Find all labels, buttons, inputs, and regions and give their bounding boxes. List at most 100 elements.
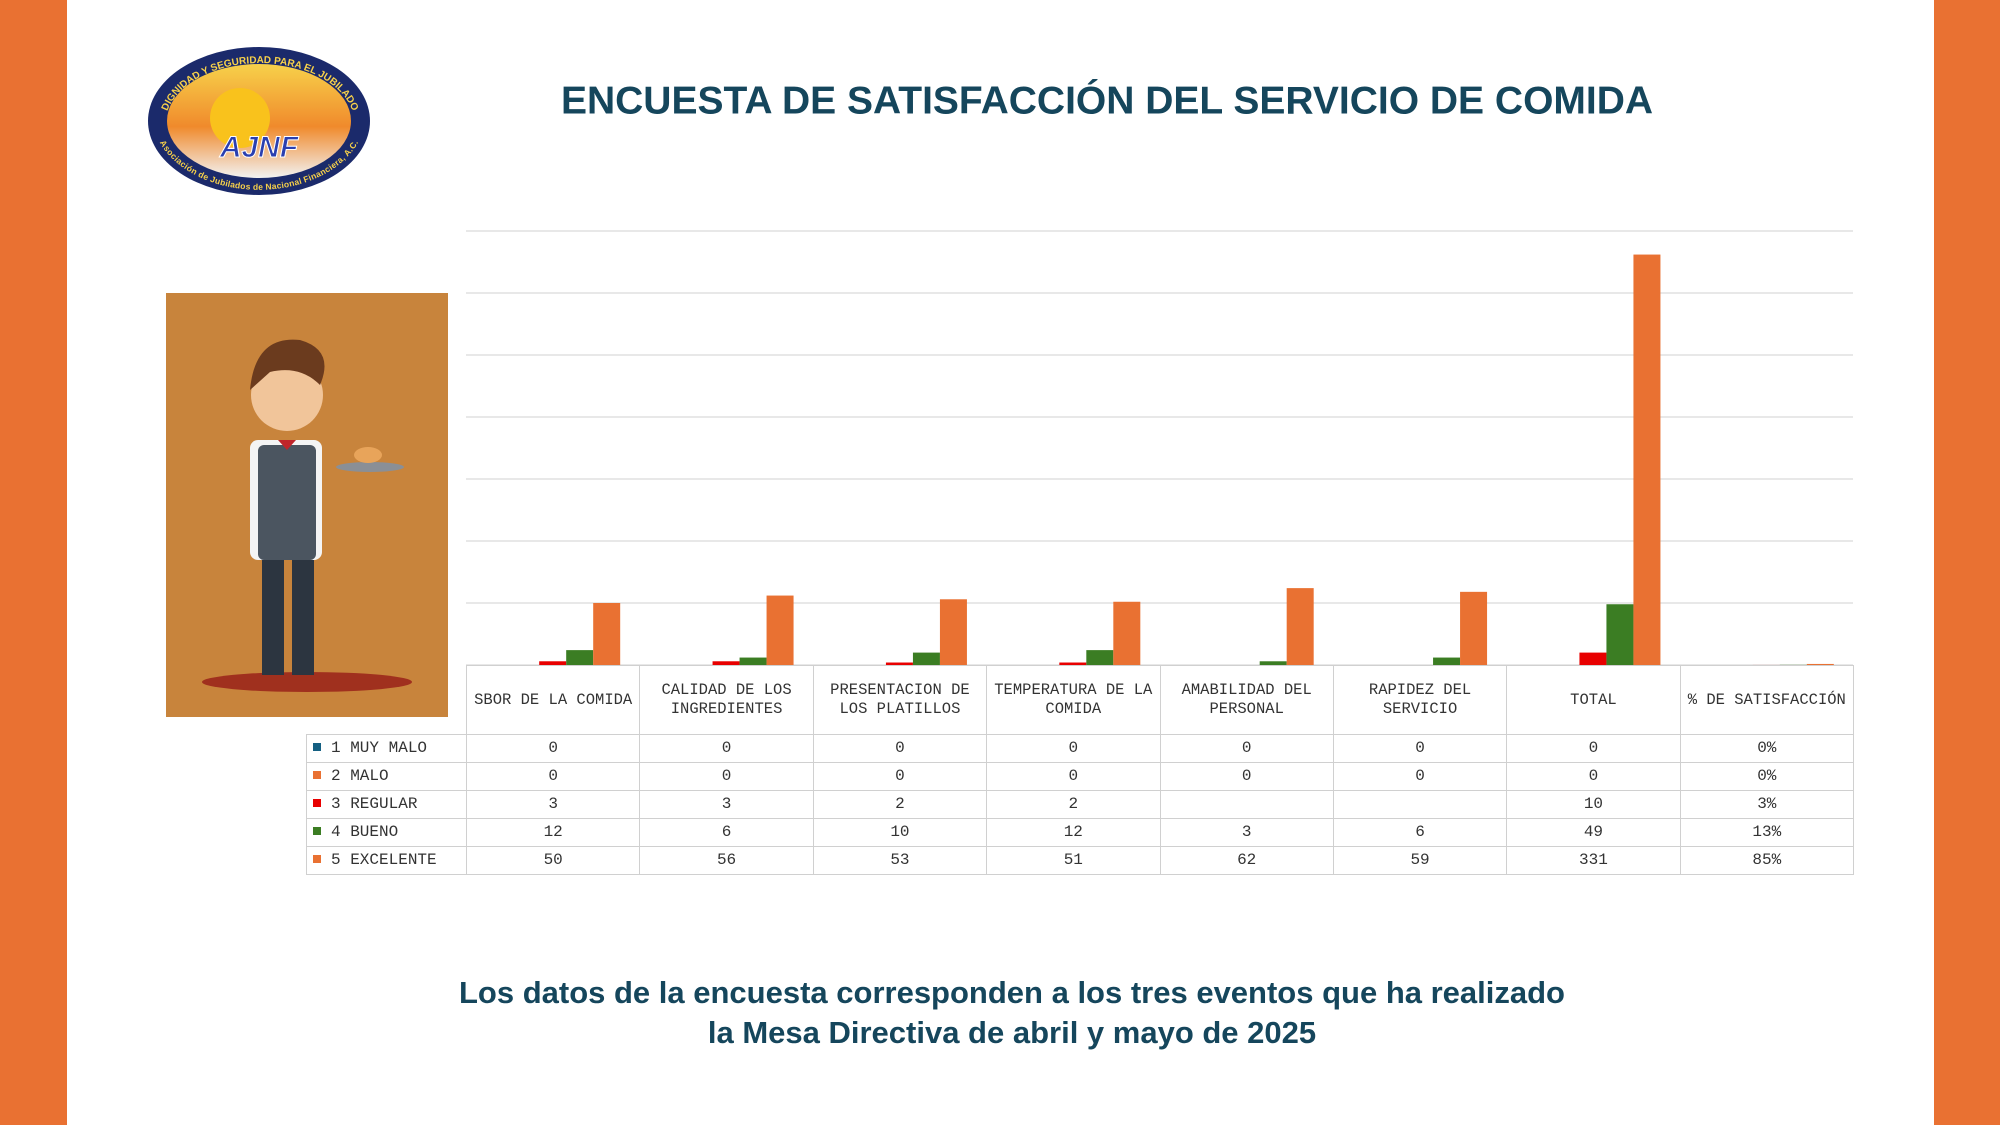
data-label: 0% [1679, 734, 1855, 763]
x-tick-label: CALIDAD DE LOS INGREDIENTES [639, 665, 814, 735]
x-tick-label: % DE SATISFACCIÓN [1679, 665, 1855, 735]
data-label: 331 [1506, 846, 1681, 875]
x-tick-label: RAPIDEZ DEL SERVICIO [1332, 665, 1508, 735]
legend-marker [313, 771, 321, 779]
x-tick-label: TOTAL [1506, 665, 1681, 735]
data-label: 0 [1159, 762, 1334, 791]
legend-entry: 1 MUY MALO [306, 734, 467, 763]
data-label: 3 [465, 790, 641, 819]
bar [1606, 604, 1634, 665]
bar [912, 652, 940, 665]
data-label: 51 [986, 846, 1161, 875]
data-label: 10 [812, 818, 988, 847]
chart-title: ENCUESTA DE SATISFACCIÓN DEL SERVICIO DE… [561, 78, 1653, 122]
table-row: 4 BUENO 12 6 10 12 3 6 49 13% [306, 818, 1855, 847]
data-label: 53 [812, 846, 988, 875]
bar [1059, 662, 1087, 665]
data-label: 6 [1332, 818, 1508, 847]
data-label: 12 [465, 818, 641, 847]
legend-entry: 5 EXCELENTE [306, 846, 467, 875]
bar [712, 661, 740, 665]
bar [885, 662, 913, 665]
data-label: 0 [812, 734, 988, 763]
data-label: 0 [812, 762, 988, 791]
bar [766, 595, 794, 665]
bar [1460, 591, 1488, 665]
data-label: 2 [812, 790, 988, 819]
table-row: 2 MALO 0 0 0 0 0 0 0 0% [306, 762, 1855, 791]
data-label: 56 [639, 846, 814, 875]
data-label: 0 [465, 762, 641, 791]
logo: DIGNIDAD Y SEGURIDAD PARA EL JUBILADO AJ… [148, 47, 370, 195]
data-label: 0 [1159, 734, 1334, 763]
footnote: la Mesa Directiva de abril y mayo de 202… [708, 1015, 1316, 1050]
bar [1579, 652, 1607, 665]
legend-entry: 4 BUENO [306, 818, 467, 847]
x-tick-label: TEMPERATURA DE LA COMIDA [986, 665, 1161, 735]
data-label: 0 [986, 762, 1161, 791]
data-label: 0 [1332, 734, 1508, 763]
bar [939, 599, 967, 665]
legend-marker [313, 743, 321, 751]
data-label: 12 [986, 818, 1161, 847]
bar [593, 603, 621, 665]
data-label: 0 [639, 734, 814, 763]
data-label: 62 [1159, 846, 1334, 875]
data-label: 13% [1679, 818, 1855, 847]
data-label: 6 [639, 818, 814, 847]
table-corner [307, 666, 467, 735]
data-table: SBOR DE LA COMIDA CALIDAD DE LOS INGREDIE… [306, 665, 1855, 875]
legend-marker [313, 799, 321, 807]
x-tick-label: SBOR DE LA COMIDA [465, 665, 641, 735]
data-label: 3% [1679, 790, 1855, 819]
data-label: 59 [1332, 846, 1508, 875]
table-cell [1332, 790, 1508, 819]
data-label: 3 [639, 790, 814, 819]
bar [1433, 657, 1461, 665]
legend-entry: 2 MALO [306, 762, 467, 791]
data-label: 0 [639, 762, 814, 791]
table-cell [1159, 790, 1334, 819]
bar [1633, 254, 1661, 665]
data-label: 50 [465, 846, 641, 875]
table-row: 5 EXCELENTE 50 56 53 51 62 59 331 85% [306, 846, 1855, 875]
table-row: 3 REGULAR 3 3 2 2 10 3% [306, 790, 1855, 819]
data-label: 0 [1332, 762, 1508, 791]
data-label: 85% [1679, 846, 1855, 875]
waiter-illustration [166, 293, 448, 717]
bar [1113, 601, 1141, 665]
legend-entry: 3 REGULAR [306, 790, 467, 819]
data-label: 0 [1506, 734, 1681, 763]
data-label: 3 [1159, 818, 1334, 847]
x-tick-label: AMABILIDAD DEL PERSONAL [1159, 665, 1334, 735]
legend-label: 4 BUENO [331, 823, 399, 841]
bar [1286, 588, 1314, 665]
data-label: 0 [986, 734, 1161, 763]
left-border [0, 0, 67, 1125]
legend-label: 5 EXCELENTE [331, 851, 437, 869]
footnote: Los datos de la encuesta corresponden a … [459, 975, 1565, 1010]
data-label: 0 [1506, 762, 1681, 791]
x-tick-label: PRESENTACION DE LOS PLATILLOS [812, 665, 988, 735]
bar [566, 650, 594, 665]
data-label: 2 [986, 790, 1161, 819]
data-label: 0 [465, 734, 641, 763]
data-label: 10 [1506, 790, 1681, 819]
bar [1806, 663, 1834, 665]
bar [739, 657, 767, 665]
legend-label: 2 MALO [331, 767, 389, 785]
table-row: 1 MUY MALO 0 0 0 0 0 0 0 0% [306, 734, 1855, 763]
legend-marker [313, 855, 321, 863]
logo-initials: AJNF [219, 131, 299, 164]
legend-label: 3 REGULAR [331, 795, 418, 813]
legend-marker [313, 827, 321, 835]
table-header-row: SBOR DE LA COMIDA CALIDAD DE LOS INGREDIE… [307, 665, 1855, 735]
bar [539, 661, 567, 665]
legend-label: 1 MUY MALO [331, 739, 428, 757]
right-border [1934, 0, 2000, 1125]
data-label: 49 [1506, 818, 1681, 847]
bar [1259, 661, 1287, 665]
data-label: 0% [1679, 762, 1855, 791]
